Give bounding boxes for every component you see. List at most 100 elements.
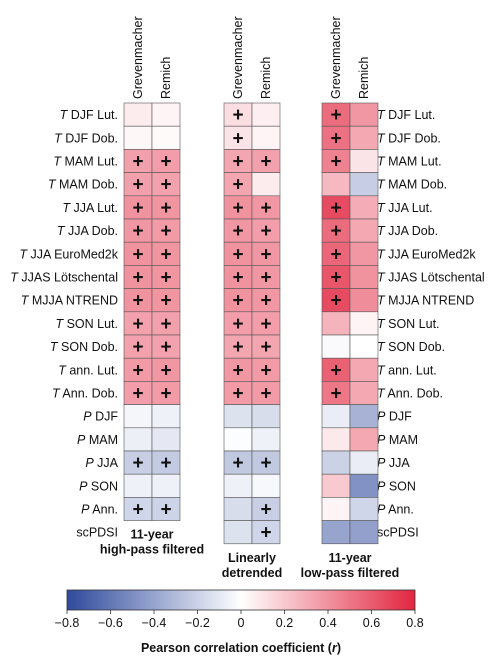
colorbar-tick-label: −0.2 xyxy=(185,616,210,630)
colorbar: −0.8 −0.6 −0.4 −0.2 0 0.2 0.4 0.6 0.8 Pearson cor… xyxy=(55,589,424,655)
row-label-text: JJA EuroMed2k xyxy=(385,247,477,261)
right-row-label: P MAM xyxy=(377,433,418,447)
heatmap-cell xyxy=(349,149,379,173)
right-row-label: T DJF Dob. xyxy=(377,131,441,145)
left-row-label: P DJF xyxy=(83,410,118,424)
colorbar-tick-label: −0.4 xyxy=(142,616,167,630)
variable-symbol: T xyxy=(377,340,386,354)
heatmap-cell xyxy=(321,404,351,429)
variable-symbol: P xyxy=(377,503,386,517)
right-row-label: P SON xyxy=(377,479,416,493)
right-row-label: T MAM Dob. xyxy=(377,178,447,192)
row-label-text: MAM Dob. xyxy=(385,178,448,192)
significance-marker: + xyxy=(160,500,171,521)
variable-symbol: P xyxy=(377,456,386,470)
heatmap-cell xyxy=(151,427,181,452)
significance-marker: + xyxy=(330,244,341,265)
significance-marker: + xyxy=(160,453,171,474)
variable-symbol: T xyxy=(377,224,386,238)
heatmap-cell xyxy=(349,241,379,266)
variable-symbol: P xyxy=(377,433,386,447)
significance-marker: + xyxy=(160,360,171,381)
right-row-label: T DJF Lut. xyxy=(377,108,435,122)
significance-marker: + xyxy=(160,291,171,312)
panel-title: 11-year xyxy=(130,528,173,542)
heatmap-cell xyxy=(349,288,379,313)
left-row-label: T DJF Lut. xyxy=(60,108,118,122)
right-row-label: T Ann. Dob. xyxy=(377,387,443,401)
heatmap-cell xyxy=(321,520,351,545)
row-label-text: MJJA NTREND xyxy=(28,294,118,308)
heatmap-cell xyxy=(321,311,351,336)
variable-symbol: T xyxy=(54,131,63,145)
row-label-text: MAM Lut. xyxy=(385,155,442,169)
variable-symbol: T xyxy=(377,294,386,308)
variable-symbol: T xyxy=(377,155,386,169)
row-label-text: SON Dob. xyxy=(385,340,445,354)
heatmap-cell xyxy=(349,311,379,336)
row-label-text: scPDSI xyxy=(377,526,419,540)
colorbar-tick-label: −0.6 xyxy=(98,616,123,630)
significance-marker: + xyxy=(260,268,271,289)
right-row-labels: T DJF Lut.T DJF Dob.T MAM Lut.T MAM Dob.… xyxy=(377,108,485,540)
significance-marker: + xyxy=(330,128,341,149)
variable-symbol: P xyxy=(79,479,88,493)
variable-symbol: T xyxy=(58,363,67,377)
significance-marker: + xyxy=(260,453,271,474)
row-label-text: JJA xyxy=(94,456,119,470)
column-header: Remich xyxy=(159,57,173,99)
significance-marker: + xyxy=(260,337,271,358)
significance-marker: + xyxy=(132,221,143,242)
panel-title: 11-year xyxy=(328,551,371,565)
right-row-label: P JJA xyxy=(377,456,410,470)
significance-marker: + xyxy=(160,221,171,242)
significance-marker: + xyxy=(260,291,271,312)
row-label-text: DJF Lut. xyxy=(67,108,118,122)
colorbar-gradient xyxy=(66,589,416,611)
right-row-label: P DJF xyxy=(377,410,412,424)
significance-marker: + xyxy=(232,128,243,149)
variable-symbol: T xyxy=(50,340,59,354)
significance-marker: + xyxy=(232,244,243,265)
colorbar-title-var: r xyxy=(332,641,338,655)
right-row-label: P Ann. xyxy=(377,503,414,517)
significance-marker: + xyxy=(160,268,171,289)
heatmap-cell xyxy=(251,520,281,545)
row-label-text: DJF xyxy=(92,410,119,424)
heatmap-panels: Grevenmacher Remich+ ++ ++ ++ ++ ++ ++ ++ ++ ++ ++ +… xyxy=(100,16,399,579)
significance-marker: + xyxy=(260,523,271,544)
variable-symbol: T xyxy=(53,155,62,169)
significance-marker: + xyxy=(232,453,243,474)
row-label-text: scPDSI xyxy=(76,526,118,540)
left-row-label: scPDSI xyxy=(76,526,118,540)
variable-symbol: T xyxy=(377,317,386,331)
heatmap-cell xyxy=(123,125,153,150)
significance-marker: + xyxy=(160,337,171,358)
significance-marker: + xyxy=(160,244,171,265)
variable-symbol: T xyxy=(52,387,61,401)
row-label-text: SON Dob. xyxy=(58,340,118,354)
significance-marker: + xyxy=(232,268,243,289)
panel-title: Linearly xyxy=(228,551,276,565)
significance-marker: + xyxy=(260,500,271,521)
colorbar-tick-label: 0 xyxy=(238,616,245,630)
significance-marker: + xyxy=(330,198,341,219)
left-row-label: P JJA xyxy=(85,456,118,470)
right-row-label: T JJAS Lötschental xyxy=(377,271,485,285)
heatmap-cell xyxy=(321,473,351,498)
significance-marker: + xyxy=(260,221,271,242)
heatmap-cell xyxy=(321,497,351,521)
heatmap-cell xyxy=(251,404,281,429)
variable-symbol: T xyxy=(377,108,386,122)
left-row-label: T MJJA NTREND xyxy=(21,294,118,308)
variable-symbol: T xyxy=(19,247,28,261)
variable-symbol: T xyxy=(62,201,71,215)
significance-marker: + xyxy=(132,384,143,405)
significance-marker: + xyxy=(232,314,243,335)
colorbar-tick-label: 0.2 xyxy=(276,616,293,630)
left-row-label: T DJF Dob. xyxy=(54,131,118,145)
significance-marker: + xyxy=(132,453,143,474)
significance-marker: + xyxy=(160,152,171,173)
variable-symbol: P xyxy=(77,433,86,447)
